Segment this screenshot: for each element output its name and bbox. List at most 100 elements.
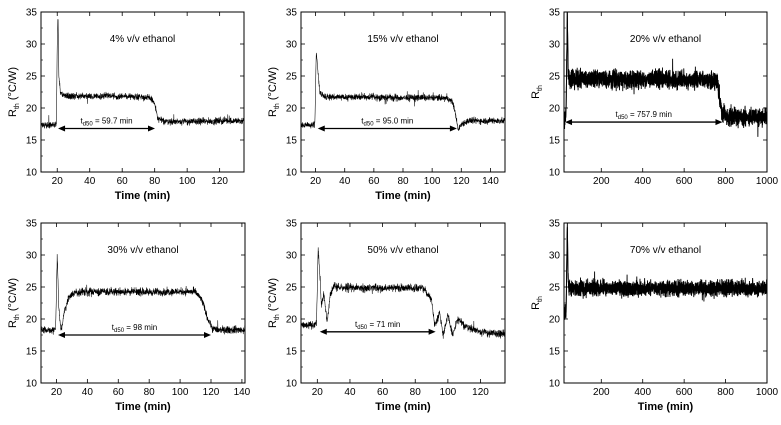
arrow-head-right	[428, 328, 436, 335]
y-tick-label: 35	[549, 219, 561, 230]
y-tick-label: 10	[26, 168, 38, 179]
y-tick-label: 30	[549, 251, 561, 262]
y-tick-label: 25	[286, 72, 298, 83]
series-line-density	[564, 12, 767, 128]
span-label: td50 = 95.0 min	[361, 116, 413, 127]
y-tick-label: 10	[549, 379, 561, 390]
series-line-density	[564, 227, 767, 320]
x-tick-label: 60	[113, 387, 125, 398]
y-tick-label: 25	[549, 283, 561, 294]
y-tick-label: 10	[286, 379, 298, 390]
y-axis-title: Rth	[530, 296, 544, 310]
x-tick-label: 60	[117, 176, 129, 187]
x-tick-label: 20	[310, 176, 322, 187]
chart-panel-3: 10 15 20 25 30 35 200 400 600 800 1000 Rth 20% v/v e…	[530, 8, 779, 188]
x-tick-label: 600	[676, 387, 693, 398]
x-tick-label: 120	[472, 387, 489, 398]
x-tick-label: 140	[234, 387, 251, 398]
panel-title: 70% v/v ethanol	[630, 245, 701, 256]
y-tick-label: 35	[26, 219, 38, 230]
x-tick-label: 600	[676, 176, 693, 187]
x-tick-label: 80	[410, 387, 422, 398]
y-tick-label: 20	[26, 104, 38, 115]
y-tick-label: 20	[549, 315, 561, 326]
arrow-head-left	[565, 119, 573, 126]
y-tick-label: 10	[26, 379, 38, 390]
x-tick-label: 100	[172, 387, 189, 398]
chart-panel-4: 10 15 20 25 30 35 20 40 60 80 100 120 140 Time (min) R…	[7, 219, 251, 414]
panels: 10 15 20 25 30 35 20 40 60 80 100 120 Time (min) Rth …	[7, 8, 779, 414]
y-tick-label: 15	[286, 347, 298, 358]
y-tick-label: 30	[286, 251, 298, 262]
panel-title: 50% v/v ethanol	[367, 245, 438, 256]
y-tick-label: 15	[26, 347, 38, 358]
x-tick-label: 200	[593, 176, 610, 187]
x-tick-label: 80	[144, 387, 156, 398]
x-tick-label: 200	[593, 387, 610, 398]
x-tick-label: 80	[149, 176, 161, 187]
x-tick-label: 60	[368, 176, 380, 187]
x-tick-label: 120	[203, 387, 220, 398]
arrow-head-right	[715, 119, 723, 126]
arrow-head-right	[204, 332, 211, 338]
chart-panel-2: 10 15 20 25 30 35 20 40 60 80 100 120 140 Time (min) R…	[267, 8, 506, 202]
y-axis-title: Rth (°C/W)	[267, 67, 281, 117]
x-tick-label: 40	[344, 387, 356, 398]
y-tick-label: 20	[26, 315, 38, 326]
panel-title: 4% v/v ethanol	[110, 34, 176, 45]
x-tick-label: 120	[211, 176, 228, 187]
x-tick-label: 400	[634, 176, 651, 187]
y-tick-label: 30	[26, 40, 38, 51]
y-tick-label: 20	[549, 104, 561, 115]
span-label: td50 = 59.7 min	[80, 116, 132, 127]
x-tick-label: 60	[377, 387, 389, 398]
x-tick-label: 20	[51, 387, 63, 398]
series-line	[41, 254, 245, 335]
span-label: td50 = 98 min	[112, 323, 157, 334]
chart-panel-1: 10 15 20 25 30 35 20 40 60 80 100 120 Time (min) Rth …	[7, 8, 245, 202]
chart-panel-5: 10 15 20 25 30 35 20 40 60 80 100 120 Time (min) Rth …	[267, 219, 506, 413]
arrow-head-left	[317, 125, 325, 132]
x-axis-title: Time (min)	[115, 401, 171, 413]
y-tick-label: 30	[549, 40, 561, 51]
x-tick-label: 40	[339, 176, 351, 187]
x-tick-label: 1000	[756, 387, 779, 398]
x-tick-label: 120	[453, 176, 470, 187]
y-tick-label: 35	[549, 8, 561, 19]
panel-title: 15% v/v ethanol	[367, 34, 438, 45]
y-tick-label: 15	[286, 136, 298, 147]
arrow-head-left	[58, 125, 66, 132]
y-tick-label: 25	[549, 72, 561, 83]
x-tick-label: 1000	[756, 176, 779, 187]
x-axis-title: Time (min)	[638, 401, 694, 413]
y-tick-label: 20	[286, 104, 298, 115]
y-tick-label: 15	[549, 347, 561, 358]
x-tick-label: 100	[424, 176, 441, 187]
chart-panel-6: 10 15 20 25 30 35 200 400 600 800 1000 Time (min) Rt…	[530, 219, 779, 414]
y-tick-label: 10	[549, 168, 561, 179]
y-axis-title: Rth	[530, 85, 544, 99]
y-axis-title: Rth (°C/W)	[7, 67, 21, 117]
span-label: td50 = 757.9 min	[616, 110, 673, 121]
arrow-head-right	[449, 125, 457, 132]
x-tick-label: 800	[717, 387, 734, 398]
x-tick-label: 100	[440, 387, 457, 398]
y-tick-label: 35	[26, 8, 38, 19]
series-line	[564, 223, 767, 320]
x-tick-label: 40	[84, 176, 96, 187]
series-line	[301, 52, 505, 131]
y-tick-label: 25	[26, 283, 38, 294]
x-axis-title: Time (min)	[375, 190, 431, 202]
y-tick-label: 30	[26, 251, 38, 262]
x-tick-label: 800	[717, 176, 734, 187]
x-tick-label: 80	[397, 176, 409, 187]
y-tick-label: 25	[26, 72, 38, 83]
y-axis-title: Rth (°C/W)	[267, 278, 281, 328]
y-tick-label: 15	[549, 136, 561, 147]
x-tick-label: 20	[52, 176, 64, 187]
arrow-head-left	[58, 332, 65, 338]
series-line	[41, 19, 244, 129]
y-tick-label: 35	[286, 8, 298, 19]
panel-title: 30% v/v ethanol	[107, 245, 178, 256]
